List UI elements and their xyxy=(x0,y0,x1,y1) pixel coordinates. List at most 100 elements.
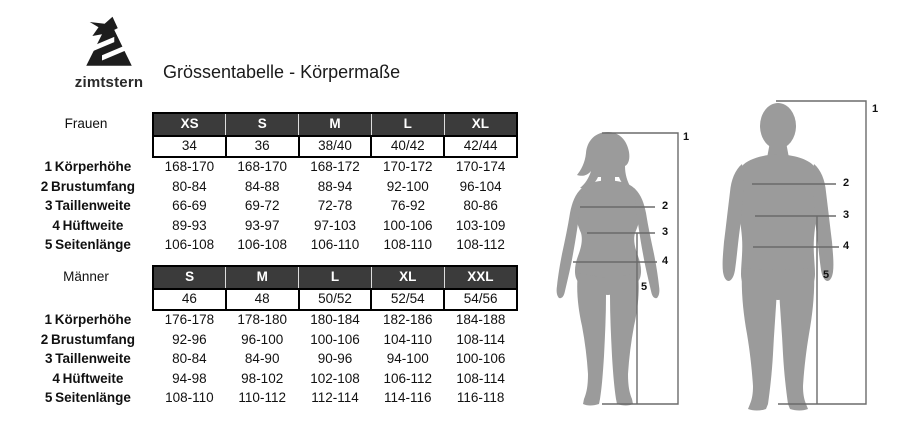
measurement-value-cell: 66-69 xyxy=(172,198,207,214)
measurement-row-label: 5 Seitenlänge xyxy=(20,236,153,256)
measurement-value-cell: 92-96 xyxy=(172,331,207,347)
measurement-row: 3 Taillenweite 66-69 69-72 72-78 76-92 80-86 xyxy=(20,197,517,217)
measurement-value-cell: 88-94 xyxy=(317,178,353,194)
measurement-row: 3 Taillenweite 80-84 84-90 90-96 94-100 100-10… xyxy=(20,350,517,370)
measurement-row-name: Brustumfang xyxy=(51,331,135,347)
measurement-value-cell: 92-100 xyxy=(386,178,429,194)
measurement-value-cell: 180-184 xyxy=(310,312,360,328)
spacer-cell xyxy=(20,136,153,157)
measurement-value-cell: 80-84 xyxy=(172,351,207,367)
measurement-row-label: 4 Hüftweite xyxy=(20,217,153,237)
measurement-row: 5 Seitenlänge 106-108 106-108 106-110 108-110… xyxy=(20,236,517,256)
measurement-row-number: 2 xyxy=(40,178,49,194)
size-header-cell: XL xyxy=(370,265,445,290)
measurement-value-cell: 89-93 xyxy=(172,217,207,233)
measurement-row-name: Seitenlänge xyxy=(55,237,131,253)
zimtstern-star-icon xyxy=(81,16,137,66)
measurement-row: 2 Brustumfang 92-96 96-100 100-106 104-110 108… xyxy=(20,331,517,351)
measurement-value-cell: 110-112 xyxy=(238,390,286,406)
measurement-row-number: 5 xyxy=(44,390,53,406)
group-label: Männer xyxy=(63,269,109,285)
measurement-value-cell: 100-106 xyxy=(310,331,360,347)
measurement-row-number: 5 xyxy=(44,237,53,253)
measurement-value-cell: 90-96 xyxy=(317,351,353,367)
measurement-row-name: Hüftweite xyxy=(62,370,124,386)
measurement-value-cell: 80-84 xyxy=(172,178,207,194)
male-measurement-figure: 1 2 3 4 5 xyxy=(700,98,907,416)
measurement-value-cell: 84-88 xyxy=(244,178,280,194)
size-header-cell: L xyxy=(298,265,372,290)
measurement-row: 5 Seitenlänge 108-110 110-112 112-114 114-116… xyxy=(20,389,517,409)
size-header-cell: XL xyxy=(443,112,518,137)
measurement-value-cell: 178-180 xyxy=(237,312,287,328)
measure-marker-3: 3 xyxy=(843,209,850,221)
measurement-value-cell: 104-110 xyxy=(383,331,433,347)
measurement-value-cell: 176-178 xyxy=(164,312,215,328)
measurement-value-cell: 108-110 xyxy=(165,390,214,406)
measurement-value-cell: 102-108 xyxy=(310,370,360,386)
size-number-cell: 38/40 xyxy=(297,135,373,158)
measurement-value-cell: 76-92 xyxy=(390,198,426,214)
measurement-value-cell: 108-110 xyxy=(383,237,433,253)
female-measurement-figure: 1 2 3 4 5 xyxy=(545,128,713,414)
measurement-value-cell: 100-106 xyxy=(455,351,506,367)
measurement-value-cell: 170-174 xyxy=(455,159,506,175)
measurement-row-number: 3 xyxy=(44,351,53,367)
size-number-cell: 50/52 xyxy=(297,288,373,311)
measurement-row-number: 4 xyxy=(52,217,60,233)
measurement-value-cell: 168-172 xyxy=(310,159,360,175)
measurement-value-cell: 106-112 xyxy=(383,370,433,386)
measurement-row-name: Seitenlänge xyxy=(55,390,131,406)
measure-marker-2: 2 xyxy=(843,177,850,189)
size-header-cell: S xyxy=(152,265,226,290)
measurement-value-cell: 96-104 xyxy=(459,178,502,194)
measurement-value-cell: 103-109 xyxy=(455,217,506,233)
size-header-cell: XS xyxy=(152,112,226,137)
measure-marker-1: 1 xyxy=(872,103,879,115)
maenner-size-table-section: Männer S M L XL XXL 46 48 50/52 52/54 54/56 1 Körper… xyxy=(20,265,518,409)
brand-name: zimtstern xyxy=(74,74,144,91)
size-header-cell: L xyxy=(370,112,445,137)
male-measure-lines xyxy=(752,100,867,405)
measurement-value-cell: 106-110 xyxy=(310,237,360,253)
measurement-value-cell: 114-116 xyxy=(384,390,432,406)
size-number-cell: 36 xyxy=(224,135,300,158)
measurement-row-name: Körperhöhe xyxy=(54,311,132,327)
measurement-value-cell: 94-98 xyxy=(172,370,207,386)
measurement-row-label: 1 Körperhöhe xyxy=(20,310,153,331)
measurement-row: 2 Brustumfang 80-84 84-88 88-94 92-100 96-104 xyxy=(20,178,517,198)
measurement-value-cell: 184-188 xyxy=(455,312,506,328)
size-header-cell: M xyxy=(298,112,372,137)
measure-marker-4: 4 xyxy=(662,255,669,267)
measurement-row-label: 3 Taillenweite xyxy=(20,350,153,370)
measurement-row-name: Hüftweite xyxy=(62,217,124,233)
measurement-value-cell: 108-114 xyxy=(456,331,505,347)
measurement-value-cell: 98-102 xyxy=(241,370,284,386)
measurement-row-label: 4 Hüftweite xyxy=(20,370,153,390)
measurement-value-cell: 93-97 xyxy=(244,217,280,233)
female-silhouette-icon xyxy=(556,132,679,406)
measurement-value-cell: 97-103 xyxy=(313,217,357,233)
measurement-value-cell: 72-78 xyxy=(317,198,353,214)
measurement-row-name: Taillenweite xyxy=(55,351,131,367)
measurement-value-cell: 69-72 xyxy=(244,198,280,214)
spacer-cell xyxy=(20,289,153,310)
group-label: Frauen xyxy=(64,116,108,132)
size-number-cell: 40/42 xyxy=(370,135,446,158)
brand-logo: zimtstern xyxy=(57,14,161,91)
size-number-cell: 54/56 xyxy=(443,288,518,311)
measurement-value-cell: 182-186 xyxy=(383,312,433,328)
measurement-row: 1 Körperhöhe 176-178 178-180 180-184 182-186 1… xyxy=(20,310,517,331)
female-measure-lines xyxy=(573,132,679,405)
measurement-value-cell: 96-100 xyxy=(241,331,284,347)
measurement-row-name: Taillenweite xyxy=(55,198,131,214)
measurement-row-name: Körperhöhe xyxy=(54,158,132,174)
measure-marker-3: 3 xyxy=(662,226,669,238)
size-number-cell: 52/54 xyxy=(370,288,446,311)
measure-marker-2: 2 xyxy=(662,200,669,212)
page-title: Grössentabelle - Körpermaße xyxy=(163,62,401,82)
measure-marker-1: 1 xyxy=(683,131,690,143)
measurement-row-name: Brustumfang xyxy=(51,178,135,194)
measurement-value-cell: 94-100 xyxy=(386,351,429,367)
